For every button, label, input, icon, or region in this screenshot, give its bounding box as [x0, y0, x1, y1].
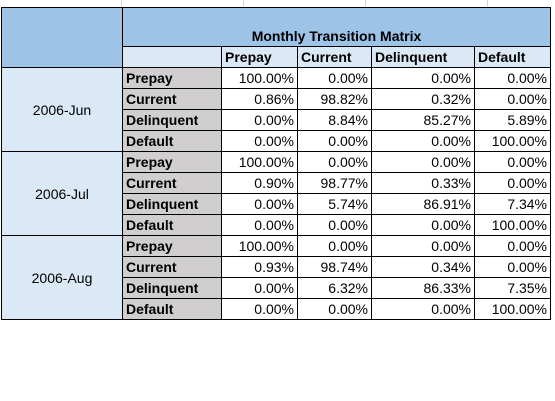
transition-matrix-table: Monthly Transition Matrix Prepay Current…: [1, 7, 552, 320]
row-header[interactable]: Current: [122, 172, 222, 194]
value-cell[interactable]: 0.00%: [371, 130, 475, 152]
value-cell[interactable]: 0.00%: [473, 235, 552, 257]
value-cell[interactable]: 0.86%: [221, 88, 298, 110]
value-cell[interactable]: 0.00%: [297, 235, 372, 257]
value-cell[interactable]: 0.00%: [473, 67, 552, 89]
value-cell[interactable]: 0.90%: [221, 172, 298, 194]
value-cell[interactable]: 100.00%: [473, 130, 552, 152]
table-row: Current 0.93% 98.74% 0.34% 0.00%: [2, 256, 552, 278]
value-cell[interactable]: 85.27%: [371, 109, 475, 131]
row-header[interactable]: Current: [122, 256, 222, 278]
value-cell[interactable]: 0.00%: [371, 235, 475, 257]
value-cell[interactable]: 5.89%: [473, 109, 552, 131]
value-cell[interactable]: 86.91%: [371, 193, 475, 215]
value-cell[interactable]: 5.74%: [297, 193, 372, 215]
value-cell[interactable]: 0.00%: [221, 298, 298, 320]
row-header[interactable]: Delinquent: [122, 277, 222, 299]
value-cell[interactable]: 0.00%: [221, 193, 298, 215]
top-left-blank-cell[interactable]: [1, 7, 123, 68]
value-cell[interactable]: 0.00%: [221, 130, 298, 152]
table-row: 2006-Jun Prepay 100.00% 0.00% 0.00% 0.00…: [1, 67, 552, 152]
value-cell[interactable]: 0.00%: [297, 130, 372, 152]
value-cell[interactable]: 0.00%: [473, 256, 552, 278]
column-header-prepay[interactable]: Prepay: [221, 46, 298, 68]
value-cell[interactable]: 100.00%: [221, 235, 298, 257]
value-cell[interactable]: 98.82%: [297, 88, 372, 110]
value-cell[interactable]: 7.35%: [473, 277, 552, 299]
value-cell[interactable]: 86.33%: [371, 277, 475, 299]
value-cell[interactable]: 0.00%: [221, 109, 298, 131]
header-corner-cell[interactable]: [122, 46, 222, 68]
value-cell[interactable]: 0.93%: [221, 256, 298, 278]
value-cell[interactable]: 0.00%: [297, 298, 372, 320]
table-row: Default 0.00% 0.00% 0.00% 100.00%: [2, 130, 552, 152]
value-cell[interactable]: 0.33%: [371, 172, 475, 194]
table-row: Default 0.00% 0.00% 0.00% 100.00%: [2, 214, 552, 236]
column-header-delinquent[interactable]: Delinquent: [371, 46, 475, 68]
value-cell[interactable]: 100.00%: [473, 298, 552, 320]
value-cell[interactable]: 100.00%: [221, 151, 298, 173]
table-row: 2006-Jul Prepay 100.00% 0.00% 0.00% 0.00…: [1, 151, 552, 236]
value-cell[interactable]: 0.34%: [371, 256, 475, 278]
table-row: 2006-Aug Prepay 100.00% 0.00% 0.00% 0.00…: [1, 235, 552, 320]
value-cell[interactable]: 0.00%: [371, 151, 475, 173]
column-header-default[interactable]: Default: [473, 46, 552, 68]
value-cell[interactable]: 0.00%: [473, 172, 552, 194]
row-header[interactable]: Prepay: [122, 151, 222, 173]
value-cell[interactable]: 7.34%: [473, 193, 552, 215]
value-cell[interactable]: 98.77%: [297, 172, 372, 194]
value-cell[interactable]: 8.84%: [297, 109, 372, 131]
value-cell[interactable]: 0.00%: [221, 214, 298, 236]
month-cell[interactable]: 2006-Aug: [1, 235, 123, 320]
row-header[interactable]: Delinquent: [122, 193, 222, 215]
value-cell[interactable]: 100.00%: [473, 214, 552, 236]
value-cell[interactable]: 0.00%: [371, 67, 475, 89]
value-cell[interactable]: 98.74%: [297, 256, 372, 278]
row-header[interactable]: Prepay: [122, 67, 222, 89]
month-cell[interactable]: 2006-Jun: [1, 67, 123, 152]
column-header-current[interactable]: Current: [297, 46, 372, 68]
table-row: Delinquent 0.00% 6.32% 86.33% 7.35%: [2, 277, 552, 299]
value-cell[interactable]: 0.00%: [473, 151, 552, 173]
value-cell[interactable]: 0.00%: [297, 214, 372, 236]
value-cell[interactable]: 6.32%: [297, 277, 372, 299]
value-cell[interactable]: 0.32%: [371, 88, 475, 110]
sheet-gridlines: [0, 0, 555, 7]
table-row: Delinquent 0.00% 5.74% 86.91% 7.34%: [2, 193, 552, 215]
value-cell[interactable]: 0.00%: [371, 214, 475, 236]
row-header[interactable]: Delinquent: [122, 109, 222, 131]
value-cell[interactable]: 0.00%: [371, 298, 475, 320]
value-cell[interactable]: 0.00%: [297, 67, 372, 89]
value-cell[interactable]: 100.00%: [221, 67, 298, 89]
month-cell[interactable]: 2006-Jul: [1, 151, 123, 236]
row-header[interactable]: Default: [122, 214, 222, 236]
table-row: Current 0.90% 98.77% 0.33% 0.00%: [2, 172, 552, 194]
value-cell[interactable]: 0.00%: [473, 88, 552, 110]
value-cell[interactable]: 0.00%: [297, 151, 372, 173]
table-row: Current 0.86% 98.82% 0.32% 0.00%: [2, 88, 552, 110]
row-header[interactable]: Default: [122, 298, 222, 320]
row-header[interactable]: Default: [122, 130, 222, 152]
row-header[interactable]: Prepay: [122, 235, 222, 257]
table-row: Default 0.00% 0.00% 0.00% 100.00%: [2, 298, 552, 320]
row-header[interactable]: Current: [122, 88, 222, 110]
table-title[interactable]: Monthly Transition Matrix: [121, 7, 552, 47]
value-cell[interactable]: 0.00%: [221, 277, 298, 299]
